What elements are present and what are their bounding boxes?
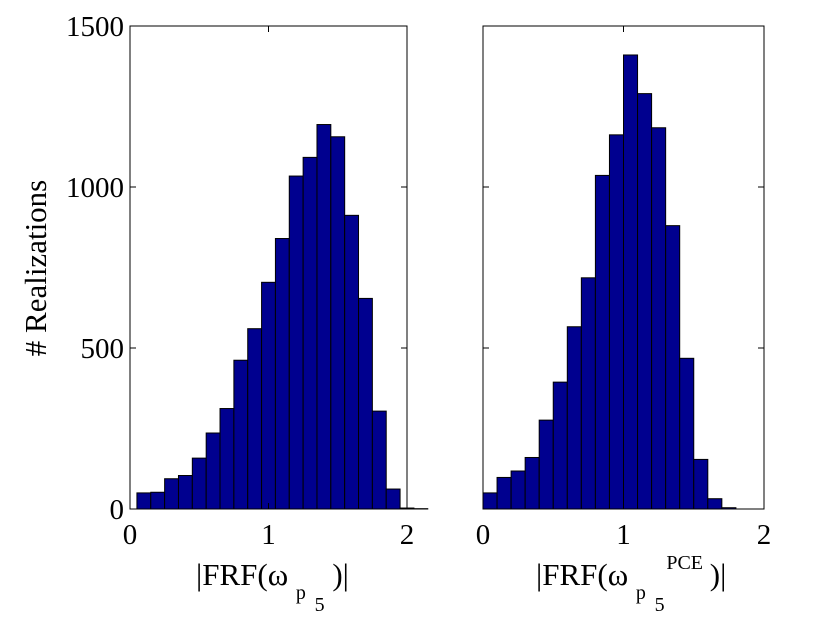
x-tick-label-left: 2 [400, 519, 415, 551]
y-axis-label: # Realizations [18, 180, 53, 356]
histogram-bar-left [358, 297, 373, 510]
histogram-bar-left [233, 359, 249, 510]
histogram-bar-left [302, 156, 318, 510]
x-tick-label-right: 2 [757, 519, 772, 551]
histogram-bar-right [552, 381, 568, 510]
histogram-bar-right [594, 174, 610, 510]
histogram-left: 0 1 2 0 500 1000 1500 [66, 11, 429, 551]
histogram-bar-right [496, 476, 512, 510]
x-axis-label-left: |FRF(ω p 5 )| [196, 557, 349, 618]
x-tick-label-right: 1 [616, 519, 631, 551]
histogram-bar-right [707, 498, 723, 510]
histogram-bar-right [510, 470, 526, 510]
histogram-bar-left [219, 408, 235, 510]
histogram-bar-right [580, 277, 596, 510]
y-tick-label-left: 1500 [66, 11, 124, 43]
histogram-bar-right [679, 357, 695, 510]
histogram-bar-right [566, 326, 582, 510]
histogram-bar-left [247, 328, 263, 510]
y-tick-label-left: 0 [110, 494, 125, 526]
histogram-bar-left [288, 175, 304, 510]
x-axis-label-left-main: |FRF(ω [196, 557, 288, 592]
histogram-bar-right [637, 93, 653, 510]
x-axis-label-right-main: |FRF(ω [536, 557, 628, 592]
x-axis-label-left-sub: p [296, 582, 306, 604]
histogram-bar-right [482, 492, 498, 510]
histogram-bar-left [205, 432, 221, 510]
histogram-bar-left [385, 488, 401, 510]
histogram-bar-left [261, 281, 276, 510]
histogram-bar-left [191, 457, 207, 510]
histogram-bar-left [344, 214, 360, 510]
x-axis-label-right-sup: PCE [666, 552, 703, 574]
histogram-bar-left [274, 238, 290, 510]
y-tick-label-left: 1000 [66, 172, 124, 204]
histogram-bar-left [371, 410, 387, 510]
histogram-bar-left [136, 492, 152, 510]
x-tick-label-right: 0 [476, 519, 491, 551]
x-axis-label-right-subsub: 5 [655, 594, 665, 616]
histogram-right: 0 1 2 [476, 25, 772, 551]
histogram-bar-right [608, 134, 625, 510]
histogram-bar-left [316, 124, 332, 510]
histogram-bar-right [524, 456, 540, 510]
x-tick-label-left: 1 [261, 519, 276, 551]
histogram-bar-right [623, 54, 639, 510]
x-axis-label-left-subsub: 5 [315, 594, 325, 616]
histogram-bar-left [330, 136, 346, 510]
x-axis-label-right-sub: p [636, 582, 646, 604]
y-tick-label-left: 500 [81, 333, 125, 365]
histogram-bar-right [693, 458, 709, 510]
histogram-bar-right [538, 419, 554, 510]
histogram-bar-right [665, 225, 681, 510]
histogram-bar-right [651, 127, 667, 510]
x-axis-label-right: |FRF(ω p 5 PCE )| [536, 541, 726, 618]
histogram-bar-left [177, 475, 193, 510]
histogram-bar-left [164, 478, 179, 510]
histogram-bar-left [150, 491, 166, 510]
x-axis-label-left-close: )| [332, 557, 349, 592]
x-axis-label-right-close: )| [710, 557, 727, 592]
x-tick-label-left: 0 [123, 519, 138, 551]
